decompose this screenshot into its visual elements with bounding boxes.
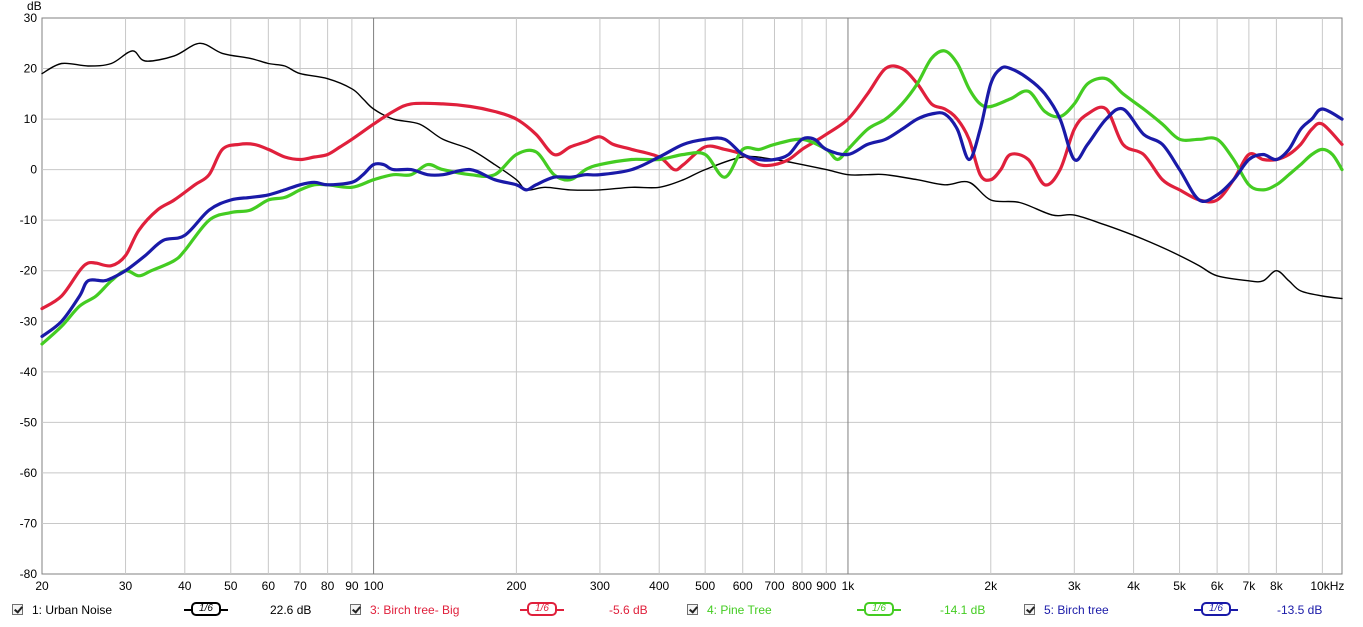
y-tick-label: -70 xyxy=(20,516,38,530)
smoothing-selector[interactable]: 1/6 xyxy=(520,601,564,619)
x-tick-label: 70 xyxy=(293,579,307,593)
checkbox-birch-tree[interactable] xyxy=(1024,604,1035,615)
x-tick-label: 20 xyxy=(35,579,49,593)
y-axis-label: dB xyxy=(27,0,42,13)
series-name: 1: Urban Noise xyxy=(32,603,113,617)
series-layer xyxy=(40,42,1344,346)
x-tick-label: 800 xyxy=(792,579,812,593)
series-name: 3: Birch tree- Big xyxy=(370,603,460,617)
level-value: -5.6 dB xyxy=(609,603,648,617)
y-tick-label: -40 xyxy=(20,365,38,379)
x-tick-label: 3k xyxy=(1068,579,1082,593)
smoothing-selector[interactable]: 1/6 xyxy=(857,601,901,619)
legend: 1: Urban Noise 1/6 22.6 dB 3: Birch tree… xyxy=(0,598,1363,627)
x-tick-label: 200 xyxy=(506,579,526,593)
y-tick-label: 30 xyxy=(24,11,38,25)
y-tick-label: -20 xyxy=(20,264,38,278)
smoothing-selector[interactable]: 1/6 xyxy=(1194,601,1238,619)
x-tick-label: 300 xyxy=(590,579,610,593)
checkbox-pine-tree[interactable] xyxy=(687,604,698,615)
level-value: -14.1 dB xyxy=(940,603,986,617)
series-line-1 xyxy=(41,42,1343,300)
level-value: -13.5 dB xyxy=(1277,603,1323,617)
x-tick-label: 4k xyxy=(1127,579,1141,593)
smoothing-selector[interactable]: 1/6 xyxy=(184,601,228,619)
x-tick-label: 100 xyxy=(364,579,384,593)
y-axis: 30 20 10 0 -10 -20 -30 -40 -50 -60 -70 -80 xyxy=(20,11,38,581)
x-tick-label: 8k xyxy=(1270,579,1284,593)
smoothing-value: 1/6 xyxy=(1201,602,1231,616)
smoothing-value: 1/6 xyxy=(527,602,557,616)
x-tick-label: 1k xyxy=(842,579,856,593)
series-line-3 xyxy=(40,49,1344,346)
x-tick-label: 60 xyxy=(262,579,276,593)
series-name: 5: Birch tree xyxy=(1044,603,1109,617)
level-value: 22.6 dB xyxy=(270,603,312,617)
grid xyxy=(42,18,1342,574)
x-tick-label: 80 xyxy=(321,579,335,593)
y-tick-label: -60 xyxy=(20,466,38,480)
plot-area xyxy=(41,17,1343,575)
x-tick-label: 30 xyxy=(119,579,133,593)
x-tick-label: 40 xyxy=(178,579,192,593)
x-tick-label: 900 xyxy=(816,579,836,593)
y-tick-label: 0 xyxy=(30,163,37,177)
y-tick-label: -80 xyxy=(20,567,38,581)
x-tick-label: 7k xyxy=(1243,579,1257,593)
x-axis: 20 30 40 50 60 70 80 90 100 200 300 400 500 600 700 800… xyxy=(35,579,1344,593)
x-tick-label: 500 xyxy=(695,579,715,593)
smoothing-value: 1/6 xyxy=(191,602,221,616)
x-tick-label: 5k xyxy=(1173,579,1187,593)
smoothing-value: 1/6 xyxy=(864,602,894,616)
x-tick-label: 400 xyxy=(649,579,669,593)
series-line-4 xyxy=(40,65,1344,338)
checkbox-urban-noise[interactable] xyxy=(12,604,23,615)
x-tick-label: 2k xyxy=(984,579,998,593)
checkbox-birch-tree-big[interactable] xyxy=(350,604,361,615)
y-tick-label: -30 xyxy=(20,314,38,328)
x-tick-label: 600 xyxy=(733,579,753,593)
y-tick-label: 20 xyxy=(24,62,38,76)
x-tick-label: 50 xyxy=(224,579,238,593)
x-tick-label: 10kHz xyxy=(1310,579,1344,593)
series-line-2 xyxy=(40,64,1344,311)
y-tick-label: 10 xyxy=(24,112,38,126)
x-tick-label: 6k xyxy=(1211,579,1225,593)
x-tick-label: 90 xyxy=(345,579,359,593)
x-tick-label: 700 xyxy=(764,579,784,593)
series-name: 4: Pine Tree xyxy=(707,603,772,617)
y-tick-label: -50 xyxy=(20,415,38,429)
y-tick-label: -10 xyxy=(20,213,38,227)
